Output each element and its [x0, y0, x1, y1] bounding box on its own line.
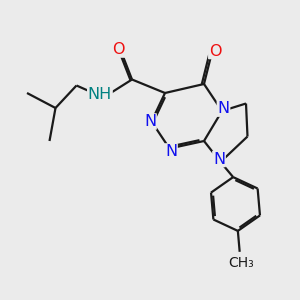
Text: N: N — [165, 144, 177, 159]
Text: N: N — [213, 152, 225, 166]
Text: N: N — [218, 101, 230, 116]
Text: N: N — [144, 114, 156, 129]
Text: O: O — [112, 42, 125, 57]
Text: O: O — [209, 44, 221, 59]
Text: CH₃: CH₃ — [228, 256, 254, 270]
Text: NH: NH — [88, 87, 112, 102]
